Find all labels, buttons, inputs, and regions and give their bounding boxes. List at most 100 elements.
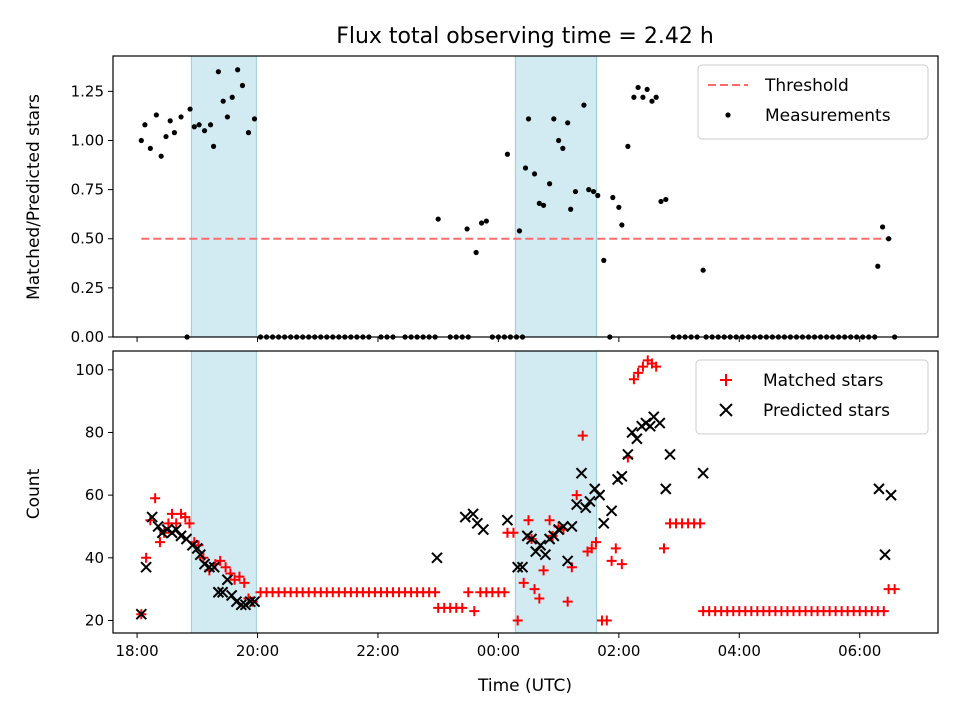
y-tick-label: 0.00 — [71, 328, 104, 346]
predicted-star-point — [566, 520, 578, 533]
predicted-star-point — [664, 448, 676, 461]
measurement-point — [568, 206, 574, 212]
measurement-point — [478, 220, 485, 226]
predicted-star-point — [501, 514, 514, 526]
x-tick-label: 22:00 — [356, 642, 399, 660]
measurement-point — [215, 69, 221, 75]
matched-star-point — [220, 562, 231, 573]
matched-star-point — [523, 515, 534, 526]
measurement-point — [649, 98, 655, 104]
predicted-star-point — [644, 420, 656, 432]
matched-star-point — [651, 361, 662, 372]
x-tick-label: 00:00 — [477, 642, 520, 660]
matched-star-point — [538, 565, 549, 576]
axes-frame — [112, 350, 939, 634]
measurement-point — [560, 145, 566, 151]
y-tick-label: 0.75 — [71, 181, 104, 199]
predicted-star-point — [660, 483, 672, 495]
matched-star-point — [508, 527, 519, 538]
measurement-point — [464, 226, 470, 232]
predicted-star-point — [539, 548, 552, 561]
predicted-star-point — [170, 523, 182, 536]
predicted-star-point — [135, 608, 148, 620]
measurement-point — [229, 94, 235, 100]
matched-star-point — [601, 615, 612, 626]
y-tick-label: 100 — [75, 361, 104, 379]
predicted-star-point — [191, 542, 204, 555]
matched-star-point — [544, 515, 555, 526]
legend: Threshold Measurements — [697, 64, 929, 140]
measurement-point — [191, 124, 197, 130]
measurement-point — [635, 84, 641, 91]
predicted-star-point — [525, 533, 538, 545]
measurement-point — [220, 98, 226, 104]
legend-label: Measurements — [765, 106, 891, 126]
measurement-point — [435, 216, 441, 222]
measurement-point — [546, 181, 553, 187]
measurement-point — [142, 122, 148, 128]
predicted-star-point — [534, 539, 547, 551]
measurement-point — [201, 128, 208, 134]
matched-star-point — [150, 493, 161, 504]
predicted-star-point — [221, 574, 234, 586]
measurement-point — [224, 114, 231, 120]
y-tick-label: 0.50 — [71, 230, 104, 248]
measurement-point — [239, 82, 246, 89]
matched-star-point — [534, 593, 545, 604]
measurement-point — [625, 143, 631, 149]
predicted-star-point — [244, 595, 257, 608]
matched-star-point — [154, 537, 165, 548]
shaded-interval — [514, 55, 597, 338]
legend-box — [697, 64, 929, 140]
measurement-point — [601, 257, 607, 263]
panel-ratio: 0.00 0.25 0.50 0.75 1.00 1.25 Threshold Measure… — [71, 55, 939, 346]
y-tick-label: 40 — [85, 549, 104, 567]
predicted-star-point — [593, 489, 606, 501]
matched-star-point — [590, 537, 601, 548]
predicted-star-point — [548, 530, 560, 542]
matched-star-point — [659, 543, 670, 554]
predicted-star-point — [605, 505, 618, 517]
matched-star-point — [606, 555, 617, 566]
predicted-star-point — [626, 426, 638, 439]
predicted-star-point — [203, 561, 216, 573]
measurement-point — [196, 122, 202, 128]
measurement-point — [610, 194, 616, 201]
legend-label: Threshold — [764, 76, 849, 96]
measurement-point — [616, 204, 622, 210]
matched-star-point — [184, 518, 195, 529]
matched-star-point — [469, 606, 480, 617]
measurement-point — [536, 200, 542, 206]
measurement-point — [207, 122, 214, 128]
matched-star-point — [529, 584, 540, 595]
measurement-point — [700, 267, 706, 273]
matched-star-point — [234, 571, 245, 582]
measurement-point — [522, 165, 529, 171]
predicted-star-point — [146, 511, 158, 523]
predicted-star-point — [631, 433, 643, 445]
measurement-point — [663, 196, 669, 203]
predicted-star-point — [467, 508, 479, 520]
legend-label: Predicted stars — [763, 401, 890, 421]
y-tick-label: 0.25 — [71, 279, 104, 297]
matched-star-point — [562, 596, 573, 607]
predicted-star-point — [212, 586, 225, 598]
matched-star-point — [610, 543, 621, 554]
predicted-star-point — [622, 448, 634, 461]
chart-title: Flux total observing time = 2.42 h — [336, 24, 714, 49]
measurement-point — [619, 222, 625, 228]
predicted-star-point — [140, 561, 152, 573]
x-tick-label: 06:00 — [838, 642, 881, 660]
matched-star-point — [141, 552, 152, 563]
predicted-star-point — [216, 586, 229, 598]
measurement-point — [138, 137, 144, 144]
measurement-point — [590, 188, 597, 195]
y-axis-label-top: Matched/Predicted stars — [24, 94, 44, 300]
y-tick-label: 20 — [85, 611, 104, 629]
matched-star-point — [463, 587, 474, 598]
measurement-point — [581, 102, 587, 108]
matched-star-point — [430, 587, 441, 598]
predicted-star-point — [477, 523, 490, 536]
measurement-point — [640, 94, 646, 100]
